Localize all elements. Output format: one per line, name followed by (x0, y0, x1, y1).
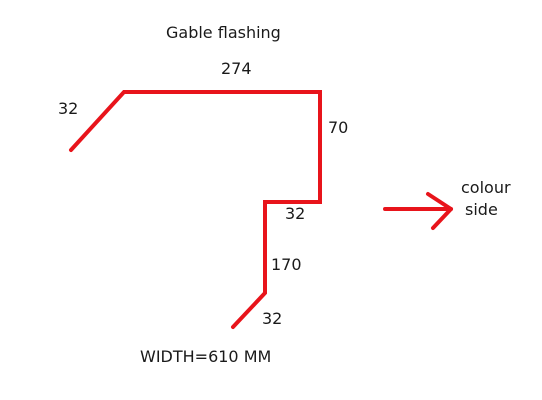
dimension-inner-return: 32 (285, 204, 305, 223)
dimension-top-length: 274 (221, 59, 252, 78)
flashing-profile-line (69, 90, 322, 329)
colour-side-label-line2: side (465, 200, 498, 219)
dimension-bottom-flange: 32 (262, 309, 282, 328)
dimension-lower-leg: 170 (271, 255, 302, 274)
colour-side-label-line1: colour (461, 178, 511, 197)
width-note: WIDTH=610 MM (140, 347, 271, 366)
dimension-left-flange: 32 (58, 99, 78, 118)
colour-side-arrow-icon (383, 192, 453, 230)
diagram-title: Gable flashing (166, 23, 281, 42)
dimension-right-drop: 70 (328, 118, 348, 137)
